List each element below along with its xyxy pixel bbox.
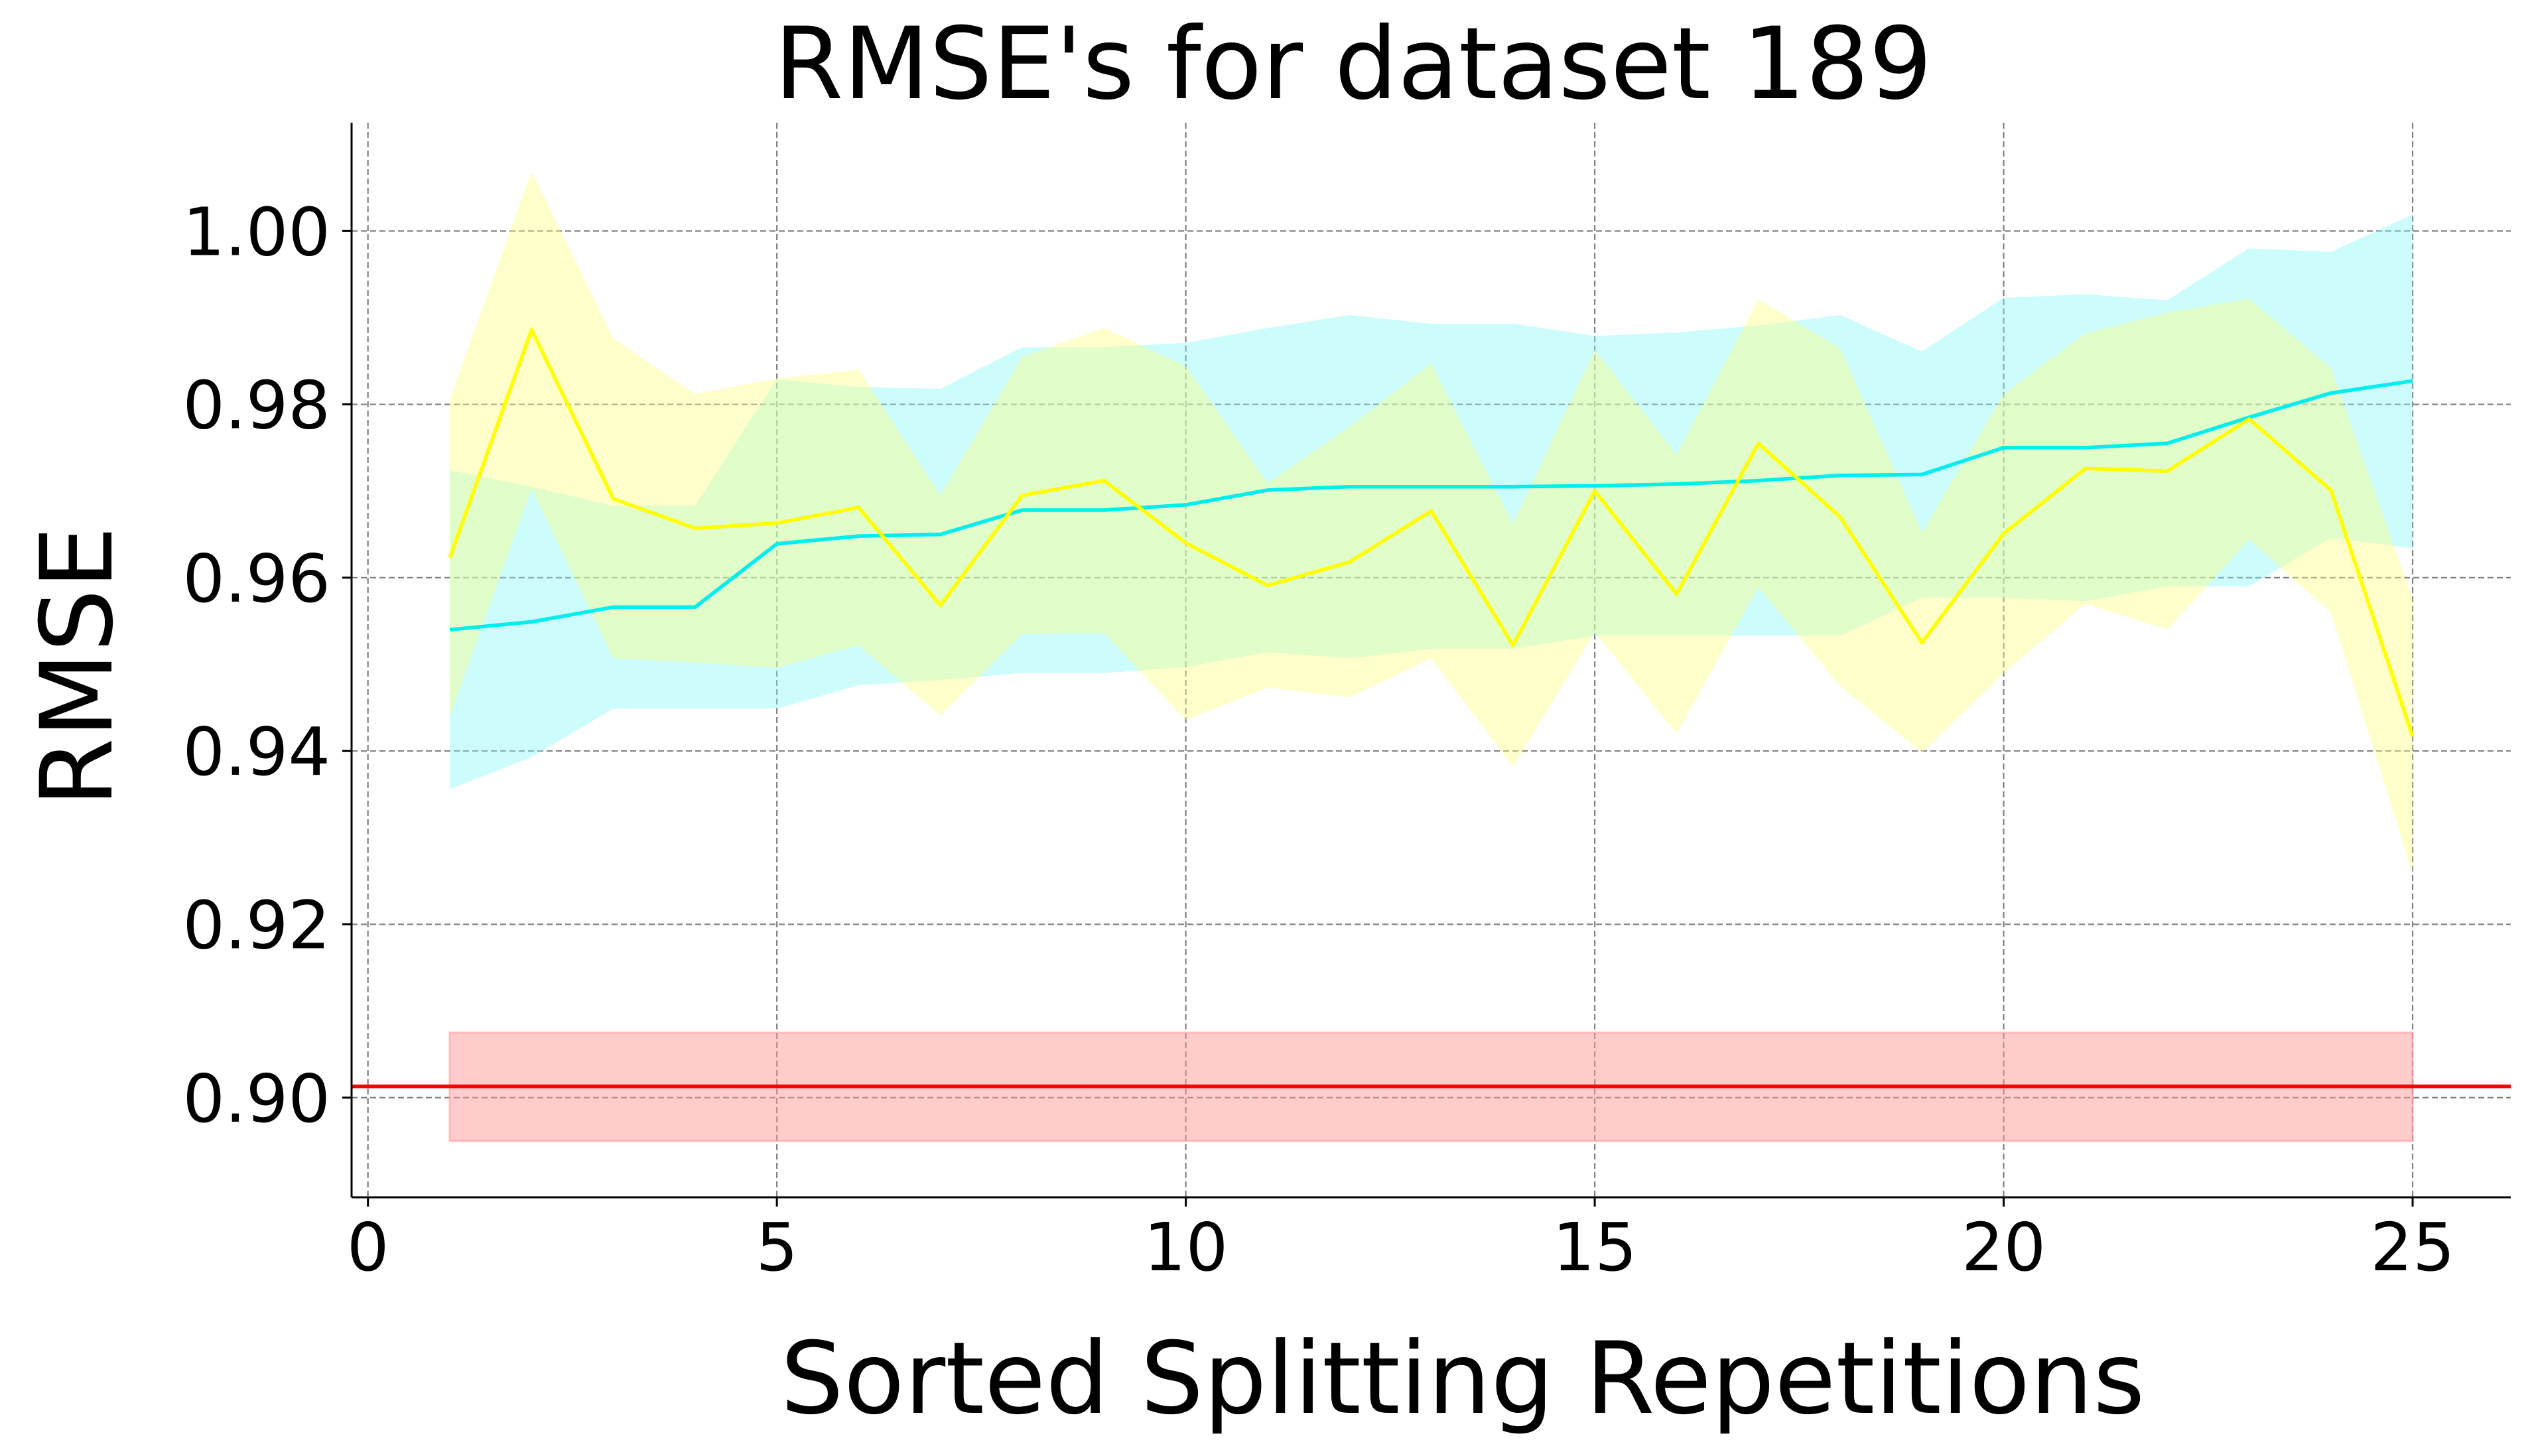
axes: [350, 123, 2511, 1199]
y-tick-label: 0.98: [182, 367, 330, 444]
x-tick-label: 10: [1144, 1209, 1228, 1286]
y-axis-label: RMSE: [20, 526, 135, 807]
y-axis-ticks: 0.90 0.92 0.94 0.96 0.98 1.00: [182, 193, 352, 1138]
y-tick-label: 1.00: [182, 193, 330, 271]
confidence-bands: [450, 171, 2413, 874]
series-2-line: [448, 328, 2415, 737]
chart-title: RMSE's for dataset 189: [774, 7, 1932, 122]
series-lines: [448, 328, 2415, 737]
x-tick-label: 15: [1552, 1209, 1636, 1286]
series-2-band: [450, 171, 2413, 874]
x-axis-ticks: 0 5 10 15 20 25: [347, 1197, 2455, 1286]
x-axis-label: Sorted Splitting Repetitions: [781, 1321, 2145, 1437]
baseline-series: [352, 1031, 2511, 1142]
x-tick-label: 5: [756, 1209, 798, 1286]
series-1-line: [449, 379, 2413, 632]
x-tick-label: 25: [2370, 1209, 2454, 1286]
y-tick-label: 0.92: [182, 886, 330, 964]
y-tick-label: 0.94: [182, 713, 330, 791]
y-tick-label: 0.96: [182, 540, 330, 618]
x-tick-label: 20: [1962, 1209, 2046, 1286]
x-tick-label: 0: [347, 1209, 389, 1286]
series-1-band: [450, 214, 2413, 789]
y-tick-label: 0.90: [182, 1060, 330, 1138]
